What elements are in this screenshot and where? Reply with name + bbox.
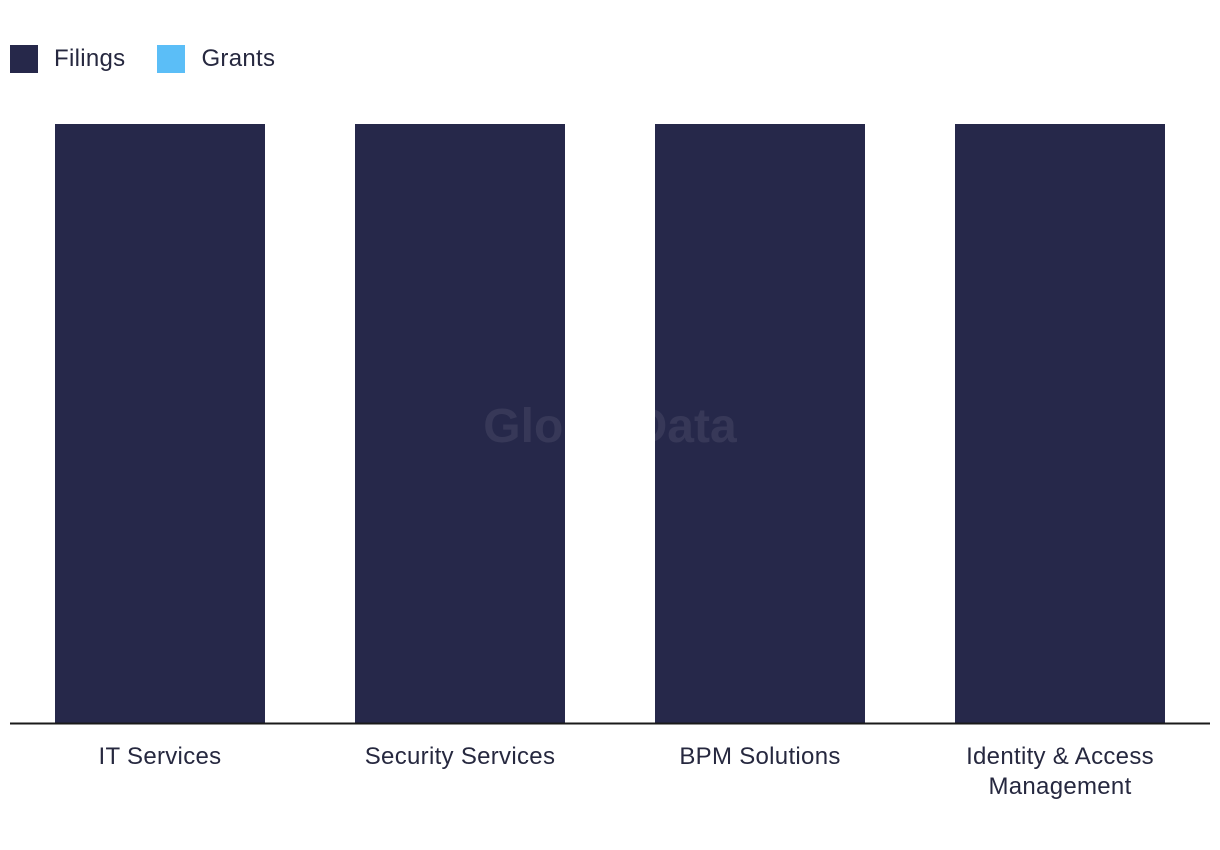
bar-filings-2 bbox=[655, 124, 865, 723]
legend-label-grants: Grants bbox=[201, 45, 276, 72]
watermark-text: GlobalData bbox=[483, 400, 737, 453]
x-tick-label-line: BPM Solutions bbox=[679, 743, 840, 770]
x-tick-label-0: IT Services bbox=[99, 743, 222, 770]
x-tick-label-line: Security Services bbox=[365, 743, 556, 770]
x-tick-labels: IT Services Security Services BPM Solution… bbox=[99, 743, 1154, 800]
x-tick-label-line: IT Services bbox=[99, 743, 222, 770]
x-tick-label-2: BPM Solutions bbox=[679, 743, 840, 770]
x-tick-label-1: Security Services bbox=[365, 743, 556, 770]
bar-filings-3 bbox=[955, 124, 1165, 723]
legend-label-filings: Filings bbox=[54, 45, 126, 72]
bars-group bbox=[55, 124, 1165, 723]
x-tick-label-3: Identity & Access Management bbox=[966, 743, 1154, 800]
chart-legend: Filings Grants bbox=[10, 43, 307, 75]
bar-filings-1 bbox=[355, 124, 565, 723]
x-tick-label-line: Identity & Access bbox=[966, 743, 1154, 770]
bar-filings-0 bbox=[55, 124, 265, 723]
legend-item-grants: Grants bbox=[157, 45, 275, 73]
legend-swatch-filings bbox=[10, 45, 38, 73]
legend-swatch-grants bbox=[157, 45, 186, 73]
x-tick-label-line: Management bbox=[988, 773, 1131, 800]
legend-item-filings: Filings bbox=[10, 45, 125, 73]
